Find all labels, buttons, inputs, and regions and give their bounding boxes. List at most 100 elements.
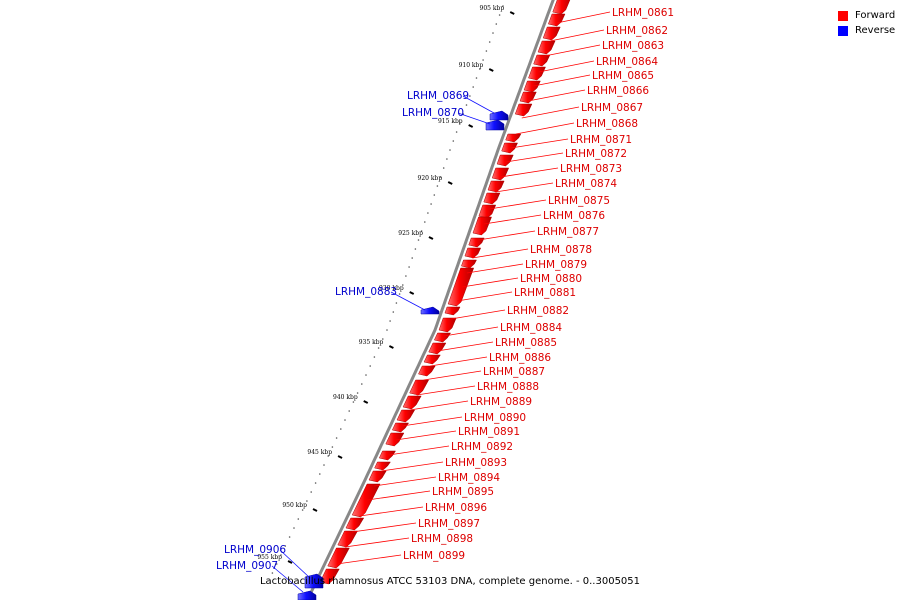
track-dot: [356, 392, 359, 394]
forward-gene-block: [537, 40, 556, 55]
forward-gene-block: [418, 365, 436, 377]
forward-gene-block: [491, 167, 510, 181]
reverse-gene-block: [420, 306, 440, 315]
track-dot: [369, 365, 372, 367]
reverse-gene-block: [297, 590, 317, 600]
track-dot: [469, 95, 471, 97]
reverse-gene-label: LRHM_0906: [224, 544, 286, 556]
scale-tick-mark: [509, 11, 515, 15]
scale-tick-mark: [447, 181, 453, 185]
track-dot: [301, 509, 304, 511]
track-dot: [414, 248, 417, 250]
scale-tick-mark: [409, 291, 415, 295]
forward-gene-leader: [478, 230, 536, 241]
forward-gene-leader: [416, 385, 476, 396]
scale-tick-mark: [287, 560, 293, 564]
forward-gene-block: [345, 517, 365, 531]
scale-tick-label: 955 kbp: [257, 554, 282, 561]
forward-gene-block: [351, 483, 381, 518]
forward-gene-label: LRHM_0886: [489, 352, 551, 364]
scale-tick: 935 kbp: [359, 339, 394, 349]
reverse-gene-label: LRHM_0870: [402, 107, 464, 119]
reverse-gene-leader: [279, 549, 311, 579]
scale-tick-mark: [488, 68, 494, 72]
forward-gene-leader: [515, 122, 575, 135]
forward-gene-label: LRHM_0866: [587, 85, 649, 97]
forward-gene-block: [461, 259, 477, 269]
legend-label-reverse: Reverse: [855, 25, 896, 36]
forward-gene-label: LRHM_0895: [432, 486, 494, 498]
forward-gene-block: [337, 530, 358, 548]
forward-gene-leader: [437, 341, 494, 352]
forward-gene-label: LRHM_0865: [592, 70, 654, 82]
track-dot: [340, 428, 342, 430]
scale-tick-mark: [468, 124, 474, 128]
track-dot: [323, 464, 325, 466]
reverse-gene-block: [485, 119, 505, 131]
scale-tick-label: 925 kbp: [398, 230, 423, 237]
forward-gene-label: LRHM_0864: [596, 56, 658, 68]
forward-gene-block: [514, 103, 533, 117]
track-dot: [386, 329, 388, 331]
track-dot: [382, 338, 384, 340]
forward-gene-label: LRHM_0892: [451, 441, 513, 453]
forward-gene-block: [433, 332, 452, 343]
forward-gene-label: LRHM_0882: [507, 305, 569, 317]
scale-tick-mark: [428, 236, 434, 240]
forward-gene-label: LRHM_0878: [530, 244, 592, 256]
reverse-gene-leader: [390, 291, 426, 311]
track-dot: [411, 257, 414, 259]
forward-gene-leader: [336, 554, 402, 565]
forward-gene-label: LRHM_0897: [418, 518, 480, 530]
track-dot: [452, 140, 455, 142]
forward-gene-leader: [388, 445, 450, 456]
scale-tick-mark: [337, 455, 343, 459]
forward-gene-block: [483, 192, 501, 205]
dot-track: [271, 5, 504, 574]
track-dot: [455, 131, 458, 133]
gene-leader-lines: [271, 11, 611, 593]
scale-tick: 910 kbp: [459, 62, 494, 72]
forward-gene-block: [519, 91, 537, 104]
track-dot: [319, 473, 321, 475]
track-dot: [284, 545, 287, 547]
forward-gene-leader: [402, 416, 463, 427]
scale-tick-label: 940 kbp: [333, 394, 358, 401]
track-dot: [433, 194, 436, 196]
forward-gene-block: [468, 237, 485, 248]
forward-gene-block: [385, 432, 405, 447]
forward-gene-label: LRHM_0868: [576, 118, 638, 130]
forward-gene-label: LRHM_0877: [537, 226, 599, 238]
forward-gene-block: [523, 80, 541, 93]
forward-gene-leader: [381, 461, 444, 472]
forward-gene-leader: [500, 167, 559, 178]
forward-gene-leader: [489, 199, 547, 210]
forward-gene-block: [327, 547, 350, 569]
scale-tick: 945 kbp: [307, 449, 343, 459]
track-dot: [430, 203, 432, 205]
track-dot: [485, 50, 488, 52]
forward-gene-leader: [466, 263, 524, 274]
scale-tick: 930 kbp: [379, 285, 415, 295]
scale-tick-label: 930 kbp: [379, 285, 404, 292]
scale-tick-label: 945 kbp: [307, 449, 332, 456]
track-dot: [427, 212, 429, 214]
forward-gene-leader: [359, 506, 424, 517]
track-dot: [344, 419, 346, 421]
forward-gene-block: [409, 379, 430, 396]
forward-gene-leader: [367, 490, 431, 501]
forward-gene-block: [487, 180, 505, 193]
forward-gene-leader: [409, 400, 469, 411]
forward-gene-label: LRHM_0884: [500, 322, 562, 334]
track-dot: [335, 437, 338, 439]
scale-tick-label: 920 kbp: [418, 175, 443, 182]
forward-gene-block: [501, 142, 518, 154]
forward-gene-leader: [538, 60, 595, 73]
forward-gene-block: [447, 267, 475, 307]
forward-gene-leader: [505, 152, 564, 163]
legend-label-forward: Forward: [855, 10, 896, 21]
track-dot: [417, 239, 420, 241]
forward-gene-label: LRHM_0876: [543, 210, 605, 222]
